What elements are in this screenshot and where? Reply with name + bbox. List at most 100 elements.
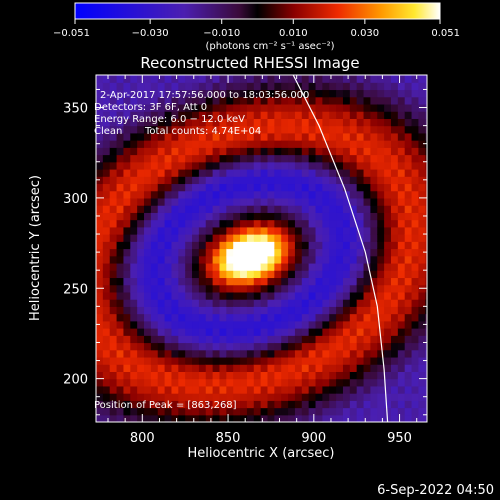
heatmap-cell (425, 147, 427, 156)
heatmap-cell (397, 400, 406, 409)
heatmap-cell (109, 241, 118, 250)
heatmap-cell (205, 89, 214, 98)
heatmap-cell (404, 205, 413, 213)
heatmap-cell (315, 147, 323, 156)
heatmap-cell (253, 284, 262, 293)
heatmap-cell (411, 96, 420, 105)
heatmap-cell (130, 212, 138, 221)
heatmap-cell (198, 385, 207, 394)
heatmap-cell (370, 320, 378, 329)
heatmap-cell (349, 385, 358, 394)
heatmap-cell (240, 248, 248, 257)
heatmap-cell (370, 154, 378, 163)
heatmap-cell (329, 262, 337, 271)
heatmap-cell (329, 364, 337, 372)
heatmap-cell (274, 197, 282, 206)
heatmap-cell (404, 82, 413, 91)
heatmap-cell (384, 89, 392, 98)
heatmap-cell (150, 262, 159, 271)
heatmap-cell (198, 154, 207, 163)
heatmap-cell (267, 183, 275, 192)
heatmap-cell (150, 132, 159, 141)
heatmap-cell (363, 364, 371, 372)
heatmap-cell (192, 262, 200, 271)
heatmap-cell (102, 349, 111, 358)
heatmap-cell (205, 118, 214, 127)
heatmap-cell (390, 414, 399, 422)
heatmap-cell (212, 328, 221, 336)
heatmap-cell (198, 118, 207, 127)
heatmap-cell (390, 277, 399, 286)
heatmap-cell (411, 342, 420, 351)
heatmap-cell (308, 241, 317, 250)
heatmap-cell (363, 111, 371, 119)
heatmap-cell (109, 291, 118, 300)
heatmap-cell (363, 371, 371, 380)
heatmap-cell (164, 364, 173, 372)
heatmap-cell (109, 205, 118, 213)
heatmap-cell (349, 183, 358, 192)
heatmap-cell (308, 154, 317, 163)
heatmap-cell (308, 291, 317, 300)
heatmap-cell (164, 176, 173, 185)
heatmap-cell (130, 161, 138, 170)
heatmap-cell (253, 125, 262, 134)
heatmap-cell (137, 176, 145, 185)
heatmap-cell (363, 335, 371, 344)
heatmap-cell (109, 82, 118, 91)
heatmap-cell (123, 393, 131, 401)
heatmap-cell (246, 140, 255, 148)
heatmap-cell (322, 82, 330, 91)
heatmap-cell (212, 299, 221, 307)
heatmap-cell (205, 349, 214, 358)
heatmap-cell (171, 284, 179, 293)
heatmap-cell (329, 255, 337, 264)
heatmap-cell (288, 349, 296, 358)
heatmap-cell (370, 118, 378, 127)
heatmap-cell (260, 219, 269, 228)
heatmap-cell (226, 82, 234, 91)
heatmap-cell (336, 393, 344, 401)
heatmap-cell (157, 140, 166, 148)
heatmap-cell (301, 226, 310, 235)
heatmap-cell (164, 371, 173, 380)
heatmap-cell (144, 219, 152, 228)
heatmap-cell (102, 378, 111, 387)
heatmap-cell (329, 356, 337, 365)
heatmap-cell (418, 342, 426, 351)
heatmap-cell (301, 291, 310, 300)
heatmap-cell (315, 183, 323, 192)
heatmap-cell (144, 378, 152, 387)
heatmap-cell (288, 335, 296, 344)
heatmap-cell (384, 291, 392, 300)
heatmap-cell (233, 96, 241, 105)
heatmap-cell (425, 82, 427, 91)
heatmap-cell (192, 147, 200, 156)
heatmap-cell (274, 89, 282, 98)
heatmap-cell (404, 284, 413, 293)
heatmap-cell (397, 335, 406, 344)
heatmap-cell (329, 320, 337, 329)
heatmap-cell (342, 313, 351, 322)
heatmap-cell (192, 118, 200, 127)
heatmap-cell (246, 111, 255, 119)
heatmap-cell (226, 364, 234, 372)
heatmap-cell (349, 248, 358, 257)
heatmap-cell (233, 103, 241, 112)
heatmap-cell (137, 262, 145, 271)
heatmap-cell (336, 111, 344, 119)
heatmap-cell (356, 356, 365, 365)
heatmap-cell (233, 125, 241, 134)
heatmap-cell (308, 320, 317, 329)
heatmap-cell (198, 132, 207, 141)
heatmap-cell (363, 190, 371, 199)
heatmap-cell (171, 400, 179, 409)
heatmap-cell (294, 400, 303, 409)
heatmap-cell (123, 103, 131, 112)
heatmap-cell (260, 364, 269, 372)
heatmap-cell (219, 255, 227, 264)
heatmap-cell (288, 320, 296, 329)
heatmap-cell (288, 82, 296, 91)
heatmap-cell (322, 197, 330, 206)
heatmap-cell (205, 306, 214, 315)
